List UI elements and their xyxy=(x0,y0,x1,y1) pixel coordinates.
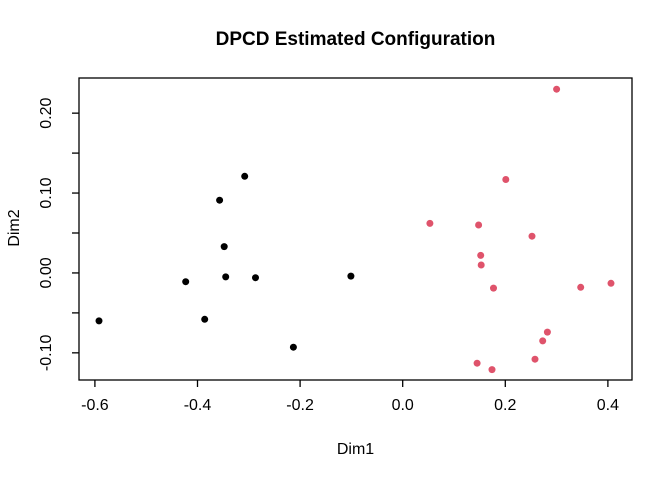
y-axis-label: Dim2 xyxy=(6,209,23,246)
data-point-rose-cluster xyxy=(502,176,510,183)
x-tick-label: 0.2 xyxy=(494,397,516,414)
data-point-rose-cluster xyxy=(528,232,536,240)
data-point-rose-cluster xyxy=(539,337,547,345)
data-point-rose-cluster xyxy=(577,283,585,291)
x-tick-label: -0.4 xyxy=(184,397,212,414)
data-point-rose-cluster xyxy=(490,284,497,292)
data-point-rose-cluster xyxy=(475,221,483,229)
data-point-black-cluster xyxy=(241,172,249,180)
data-points xyxy=(95,85,615,374)
x-tick-label: 0.0 xyxy=(392,397,414,414)
data-point-black-cluster xyxy=(95,317,103,325)
data-point-rose-cluster xyxy=(553,85,561,93)
data-point-black-cluster xyxy=(289,343,297,351)
data-point-rose-cluster xyxy=(477,251,485,259)
x-tick-label: -0.6 xyxy=(81,397,109,414)
x-axis-label: Dim1 xyxy=(337,441,374,458)
data-point-black-cluster xyxy=(220,243,228,251)
data-point-black-cluster xyxy=(222,273,230,281)
y-axis-ticks: 0.20 0.10 0.00 -0.10 xyxy=(38,97,79,371)
data-point-rose-cluster xyxy=(531,355,539,363)
x-tick-label: -0.2 xyxy=(286,397,314,414)
data-point-black-cluster xyxy=(201,315,209,323)
data-point-black-cluster xyxy=(216,196,224,204)
data-point-rose-cluster xyxy=(473,359,481,367)
chart-title: DPCD Estimated Configuration xyxy=(216,29,496,50)
y-tick-label: 0.00 xyxy=(38,257,55,288)
data-point-black-cluster xyxy=(252,274,259,282)
data-point-rose-cluster xyxy=(488,366,496,374)
plot-box xyxy=(78,77,633,381)
data-point-black-cluster xyxy=(347,272,355,280)
data-point-rose-cluster xyxy=(477,261,485,269)
data-point-rose-cluster xyxy=(607,279,615,287)
x-axis-ticks: -0.6 -0.4 -0.2 0.0 0.2 0.4 xyxy=(81,380,619,414)
y-tick-label: 0.10 xyxy=(38,177,55,208)
y-tick-label: -0.10 xyxy=(38,335,55,372)
x-tick-label: 0.4 xyxy=(597,397,619,414)
data-point-rose-cluster xyxy=(543,328,551,336)
data-point-black-cluster xyxy=(182,278,190,286)
data-point-rose-cluster xyxy=(426,219,434,227)
y-tick-label: 0.20 xyxy=(38,97,55,128)
